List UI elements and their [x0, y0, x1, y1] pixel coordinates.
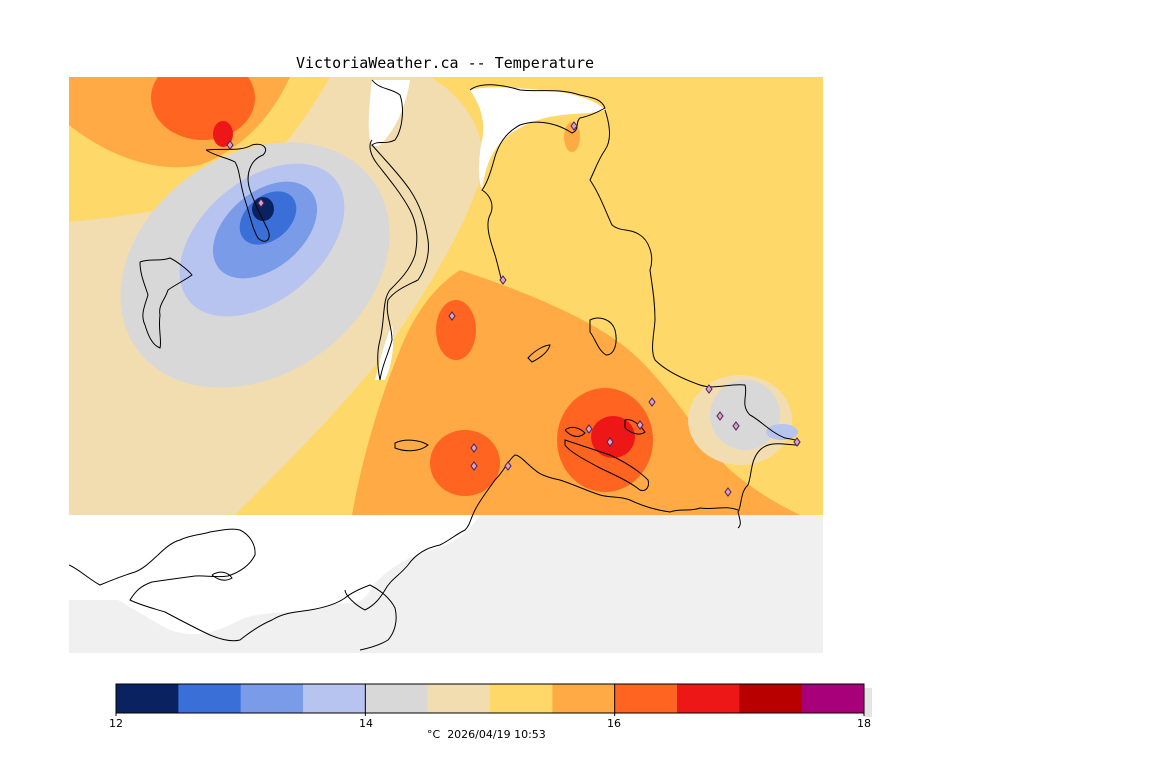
colorbar-segment	[739, 684, 803, 713]
colorbar-segment	[365, 684, 429, 713]
colorbar-segment	[116, 684, 179, 713]
station-marker-4	[499, 275, 507, 285]
colorbar-tick-14: 14	[359, 717, 373, 730]
station-marker-12	[606, 437, 614, 447]
station-marker-3	[570, 121, 578, 131]
colorbar-segment	[552, 684, 616, 713]
station-marker-16	[724, 487, 732, 497]
colorbar-segment	[240, 684, 304, 713]
page-title: VictoriaWeather.ca -- Temperature	[296, 54, 595, 72]
colorbar	[115, 683, 872, 717]
colorbar-segment	[801, 684, 865, 713]
station-marker-8	[716, 411, 724, 421]
station-marker-2	[257, 198, 265, 208]
colorbar-segment	[427, 684, 491, 713]
colorbar-tick-18: 18	[857, 717, 871, 730]
station-marker-10	[585, 424, 593, 434]
unit-label: °C	[427, 728, 441, 741]
colorbar-segment	[303, 684, 366, 713]
station-marker-15	[504, 461, 512, 471]
colorbar-tick-16: 16	[607, 717, 621, 730]
station-marker-14	[470, 461, 478, 471]
station-marker-5	[448, 311, 456, 321]
colorbar-segment	[178, 684, 242, 713]
contour-field	[69, 77, 823, 515]
station-marker-17	[793, 437, 801, 447]
station-markers	[226, 121, 801, 497]
timestamp: 2026/04/19 10:53	[447, 728, 546, 741]
colorbar-tick-12: 12	[109, 717, 123, 730]
water-areas	[69, 80, 605, 635]
colorbar-shadow	[864, 688, 872, 717]
station-marker-7	[648, 397, 656, 407]
station-marker-1	[226, 140, 234, 150]
colorbar-segment	[677, 684, 740, 713]
station-marker-13	[470, 443, 478, 453]
station-marker-11	[636, 420, 644, 430]
colorbar-segment	[490, 684, 553, 713]
colorbar-caption: °C 2026/04/19 10:53	[427, 728, 546, 741]
colorbar-segment	[614, 684, 678, 713]
station-marker-6	[705, 384, 713, 394]
station-marker-9	[732, 421, 740, 431]
